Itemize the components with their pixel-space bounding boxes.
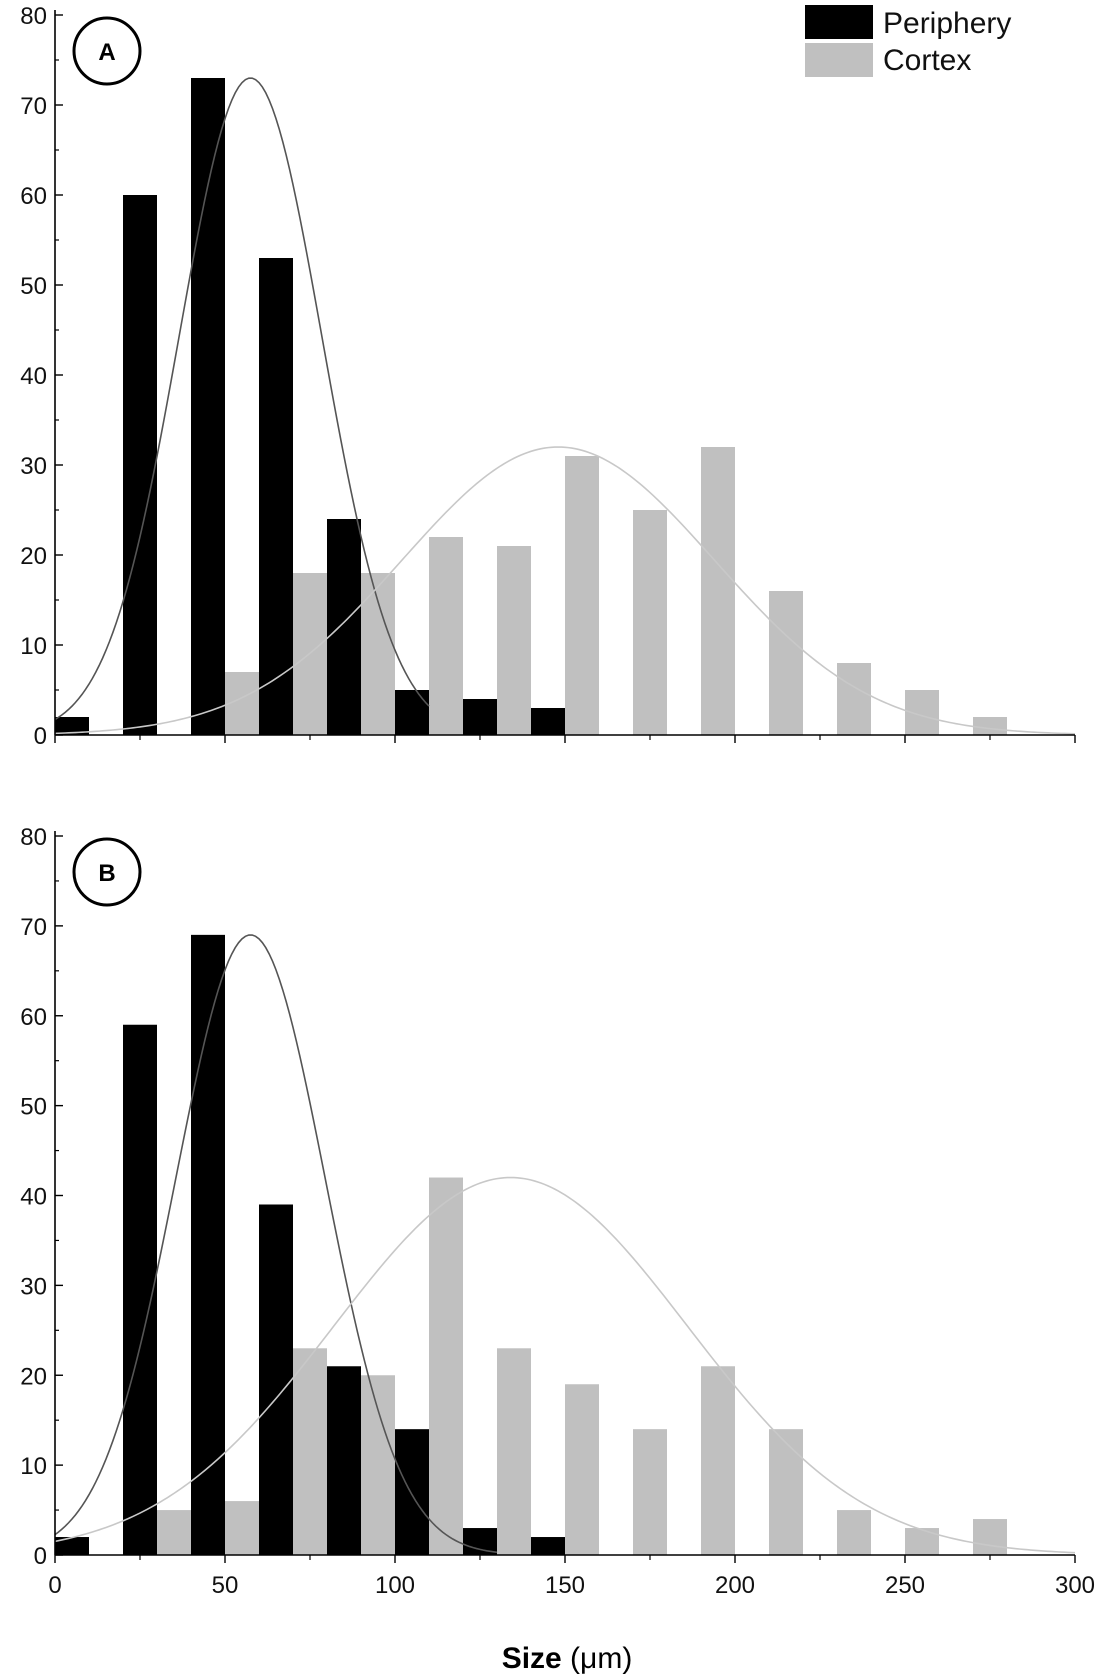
y-tick-label-a-40: 40 [20,363,47,390]
y-tick-label-a-70: 70 [20,93,47,120]
bar-periphery-b-1 [123,1024,157,1555]
bar-cortex-a-4 [497,546,531,735]
bar-periphery-b-2 [191,934,225,1555]
legend-label-cortex: Cortex [883,44,971,77]
x-tick-label-250: 250 [885,1572,925,1599]
bar-periphery-b-5 [395,1429,429,1555]
bar-cortex-b-11 [905,1528,939,1555]
bar-cortex-a-5 [565,456,599,735]
bar-cortex-b-6 [565,1384,599,1555]
bar-cortex-b-12 [973,1519,1007,1555]
bar-cortex-a-3 [429,537,463,735]
bar-periphery-b-4 [327,1366,361,1555]
bar-periphery-b-6 [463,1528,497,1555]
bar-periphery-a-6 [463,699,497,735]
bar-periphery-a-2 [191,78,225,735]
bar-periphery-a-3 [259,258,293,735]
y-tick-label-b-0: 0 [34,1543,47,1570]
bar-periphery-a-7 [531,708,565,735]
panel-badge-label-b: B [98,860,115,887]
bar-periphery-a-5 [395,690,429,735]
fit-curve-periphery-a [54,77,430,721]
legend-label-periphery: Periphery [883,7,1011,40]
bar-cortex-a-6 [633,510,667,735]
fit-curve-periphery-b [54,934,498,1554]
bar-cortex-a-9 [837,663,871,735]
x-axis-label-main: Size [502,1642,562,1675]
x-tick-label-0: 0 [48,1572,61,1599]
bar-cortex-b-1 [225,1501,259,1555]
y-tick-label-a-30: 30 [20,453,47,480]
y-tick-label-b-40: 40 [20,1184,47,1211]
panel-badge-b [72,837,142,907]
x-tick-label-100: 100 [375,1572,415,1599]
bar-periphery-a-4 [327,519,361,735]
panel-b: 0 10 20 30 40 50 60 70 80 0 50 100 150 200 250 300 B [20,824,1095,1599]
bar-cortex-b-9 [769,1429,803,1555]
bar-cortex-b-7 [633,1429,667,1555]
x-tick-label-50: 50 [212,1572,239,1599]
y-tick-label-a-20: 20 [20,543,47,570]
y-tick-label-b-20: 20 [20,1363,47,1390]
bar-cortex-b-8 [701,1366,735,1555]
bar-cortex-b-0 [157,1510,191,1555]
x-tick-label-150: 150 [545,1572,585,1599]
bar-periphery-b-3 [259,1204,293,1555]
y-tick-label-a-0: 0 [34,723,47,750]
bar-cortex-b-5 [497,1348,531,1555]
y-tick-label-b-50: 50 [20,1094,47,1121]
bar-periphery-b-0 [55,1537,89,1555]
bar-periphery-a-0 [55,717,89,735]
bar-cortex-b-4 [429,1177,463,1555]
bar-cortex-a-7 [701,447,735,735]
panel-badge-label-a: A [98,39,115,66]
x-tick-label-200: 200 [715,1572,755,1599]
y-tick-label-a-80: 80 [20,3,47,30]
bar-cortex-a-2 [361,573,395,735]
y-tick-label-a-10: 10 [20,633,47,660]
y-tick-label-b-10: 10 [20,1453,47,1480]
bar-cortex-b-2 [293,1348,327,1555]
x-axis-label: Size (μm) [502,1642,633,1675]
legend-swatch-cortex [805,43,873,77]
x-axis-label-unit: (μm) [562,1642,633,1675]
y-tick-label-a-60: 60 [20,183,47,210]
panel-badge-a [72,16,142,86]
bar-periphery-b-7 [531,1537,565,1555]
bar-cortex-b-10 [837,1510,871,1555]
bar-cortex-b-3 [361,1375,395,1555]
y-tick-label-b-80: 80 [20,824,47,851]
y-tick-label-a-50: 50 [20,273,47,300]
bar-cortex-a-11 [973,717,1007,735]
y-tick-label-b-60: 60 [20,1004,47,1031]
fit-curve-cortex-a [54,446,1076,735]
bar-periphery-a-1 [123,195,157,735]
legend-swatch-periphery [805,5,873,39]
legend: Periphery Cortex [805,5,1011,77]
y-tick-label-b-70: 70 [20,914,47,941]
y-tick-label-b-30: 30 [20,1273,47,1300]
panel-a: 0 10 20 30 40 50 60 70 80 A [20,3,1076,750]
fit-curve-cortex-b [54,1176,1076,1554]
x-tick-label-300: 300 [1055,1572,1095,1599]
bar-cortex-a-8 [769,591,803,735]
